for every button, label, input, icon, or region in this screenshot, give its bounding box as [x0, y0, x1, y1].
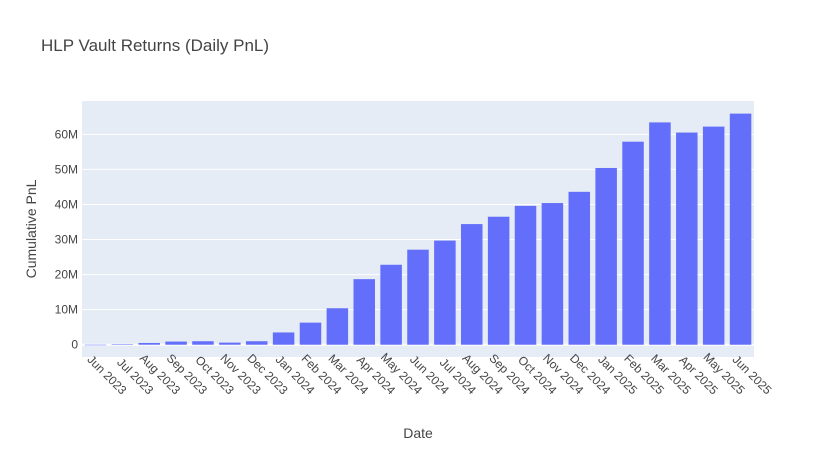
- y-tick-label: 40M: [55, 197, 78, 211]
- bar: [245, 341, 268, 345]
- chart-title: HLP Vault Returns (Daily PnL): [41, 36, 269, 55]
- bar: [138, 342, 160, 345]
- bar: [568, 191, 591, 345]
- bar: [272, 332, 295, 345]
- bars: [84, 113, 752, 346]
- y-axis-title: Cumulative PnL: [23, 179, 39, 278]
- bar: [649, 122, 671, 345]
- bar: [514, 205, 537, 345]
- bar: [192, 341, 214, 345]
- y-tick-label: 20M: [55, 268, 78, 282]
- y-tick-label: 0: [71, 338, 78, 352]
- bar: [622, 141, 644, 345]
- bar: [487, 216, 510, 345]
- bar: [84, 344, 107, 346]
- bar: [380, 264, 402, 345]
- bar: [407, 249, 429, 345]
- bar: [353, 279, 375, 345]
- bar: [219, 342, 241, 345]
- bar: [595, 167, 617, 345]
- bar: [461, 224, 483, 345]
- bar: [541, 203, 564, 345]
- bar: [729, 113, 752, 345]
- bar: [326, 308, 349, 345]
- bar: [702, 126, 725, 345]
- y-tick-label: 10M: [55, 303, 78, 317]
- x-axis-title: Date: [403, 425, 433, 441]
- y-tick-label: 50M: [55, 162, 78, 176]
- y-axis-ticks: 0 10M 20M 30M 40M 50M 60M: [55, 127, 79, 351]
- bar: [676, 132, 698, 345]
- y-tick-label: 30M: [55, 233, 78, 247]
- bar: [434, 240, 456, 345]
- bar: [165, 341, 187, 345]
- bar: [111, 344, 134, 345]
- y-tick-label: 60M: [55, 127, 78, 141]
- bar: [299, 322, 322, 345]
